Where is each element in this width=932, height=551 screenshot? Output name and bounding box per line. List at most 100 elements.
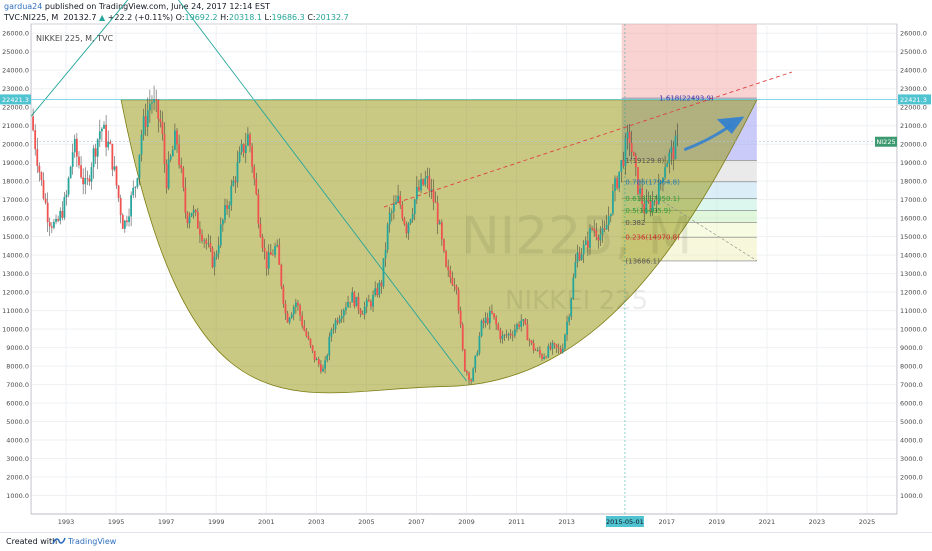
candle-body	[616, 178, 618, 189]
candle-body	[430, 189, 433, 191]
y-tick-label-left: 4000.0	[6, 437, 29, 445]
y-tick-label-left: 24000.0	[2, 67, 29, 75]
candle-body	[213, 256, 216, 268]
candle-body	[322, 368, 324, 372]
candle-body	[422, 179, 425, 185]
created-with-text: Created with	[6, 537, 58, 546]
candle-body	[126, 220, 128, 223]
candle-body	[221, 219, 224, 225]
candle-body	[536, 350, 539, 351]
candle-body	[584, 240, 587, 245]
candle-body	[178, 144, 180, 165]
candle-body	[447, 266, 450, 271]
y-tick-label-right: 26000.0	[900, 30, 927, 38]
candle-body	[242, 143, 245, 153]
candle-body	[67, 178, 70, 195]
candle-body	[399, 195, 402, 205]
candle-body	[459, 310, 462, 325]
y-tick-label-right: 10000.0	[900, 326, 927, 334]
candle-body	[655, 200, 658, 205]
candle-body	[641, 188, 644, 205]
candle-body	[570, 298, 573, 317]
candle-body	[255, 178, 258, 195]
candle-body	[555, 344, 558, 348]
candle-body	[297, 302, 299, 306]
candle-body	[586, 240, 589, 248]
candle-body	[274, 246, 276, 256]
candle-body	[251, 146, 253, 167]
candle-body	[201, 234, 203, 241]
candle-body	[382, 258, 385, 287]
x-highlight-bg	[605, 516, 644, 527]
y-tick-label-left: 13000.0	[2, 270, 29, 278]
candle-body	[86, 178, 89, 179]
candle-body	[553, 343, 556, 345]
candle-body	[148, 103, 151, 111]
candle-body	[643, 204, 646, 214]
candle-body	[388, 212, 391, 225]
candle-body	[44, 198, 47, 203]
x-tick-label: 2009	[458, 518, 475, 526]
candle-body	[209, 243, 212, 249]
y-tick-label-left: 14000.0	[2, 252, 29, 260]
candle-body	[541, 354, 543, 359]
y-tick-label-left: 20000.0	[2, 141, 29, 149]
candle-body	[628, 131, 631, 144]
candle-body	[224, 205, 226, 220]
candle-body	[286, 313, 289, 323]
candle-body	[228, 205, 231, 209]
fib-label: 1(19129.8)	[625, 157, 664, 165]
candle-body	[184, 187, 187, 213]
candle-body	[301, 315, 304, 326]
candle-body	[461, 324, 464, 350]
candle-body	[132, 187, 135, 196]
candle-body	[472, 368, 475, 382]
candle-body	[601, 228, 604, 235]
x-tick-label: 2019	[709, 518, 726, 526]
candle-body	[543, 356, 545, 359]
y-tick-label-left: 2000.0	[6, 474, 29, 482]
candle-body	[468, 372, 470, 381]
candle-body	[299, 305, 301, 316]
candle-body	[284, 304, 287, 314]
candle-body	[576, 252, 579, 263]
open-label: O:	[175, 13, 185, 22]
fib-upper-zone	[621, 24, 757, 99]
ohlc-line: TVC:NI225, M 20132.7 ▲ +22.2 (+0.11%) O:…	[4, 13, 349, 22]
close-ohlc-value: 20132.7	[315, 13, 349, 22]
candle-body	[282, 286, 285, 305]
y-tick-label-right: 17000.0	[900, 196, 927, 204]
candle-body	[582, 244, 585, 255]
candle-body	[513, 329, 516, 336]
candle-body	[420, 179, 422, 191]
candle-body	[174, 130, 176, 150]
candle-body	[403, 218, 406, 225]
candle-body	[111, 143, 114, 170]
candle-body	[207, 243, 210, 245]
candle-body	[192, 210, 195, 213]
candle-body	[486, 317, 489, 324]
candle-body	[593, 228, 596, 231]
candle-body	[269, 252, 272, 255]
candle-body	[163, 133, 166, 164]
candle-body	[336, 320, 339, 323]
fib-label: 0.618(17050.1)	[625, 195, 680, 203]
y-tick-label-right: 14000.0	[900, 252, 927, 260]
candle-body	[620, 160, 623, 172]
candle-body	[205, 240, 208, 244]
price-tag-left-bg	[0, 94, 31, 105]
candle-body	[393, 204, 395, 212]
candle-body	[240, 143, 243, 152]
candle-body	[238, 151, 241, 163]
candle-body	[480, 320, 483, 337]
tradingview-brand-link[interactable]: TradingView	[68, 537, 117, 546]
y-tick-label-left: 1000.0	[6, 492, 29, 500]
candle-body	[65, 194, 68, 198]
candle-body	[524, 319, 527, 325]
author-link[interactable]: gardua24	[4, 2, 43, 11]
candle-body	[476, 352, 479, 356]
y-tick-label-right: 3000.0	[900, 455, 923, 463]
x-tick-label: 2011	[508, 518, 525, 526]
y-tick-label-left: 16000.0	[2, 215, 29, 223]
